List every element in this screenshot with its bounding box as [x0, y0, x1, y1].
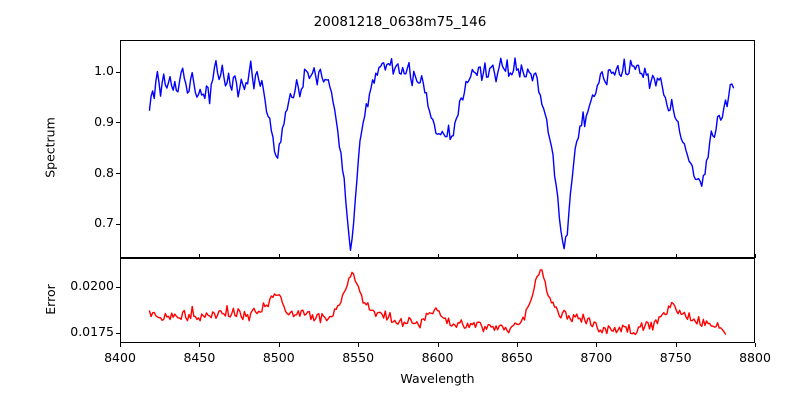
error-ytick-label: 0.0175: [70, 324, 114, 340]
x-tick: [199, 343, 201, 347]
spectrum-line-plot: [121, 41, 754, 257]
x-tick-inner: [755, 254, 757, 258]
x-tick-inner: [437, 254, 439, 258]
x-tick: [516, 343, 518, 347]
x-tick: [120, 343, 122, 347]
x-tick-label: 8750: [659, 350, 692, 365]
spectrum-ytick: [116, 71, 120, 73]
x-tick-label: 8500: [262, 350, 295, 365]
x-tick: [278, 343, 280, 347]
x-tick: [755, 343, 757, 347]
error-line-plot: [121, 259, 754, 342]
x-tick-inner: [516, 254, 518, 258]
spectrum-ytick-label: 1.0: [94, 63, 114, 79]
x-tick-inner: [596, 254, 598, 258]
x-tick-label: 8400: [104, 350, 136, 365]
x-tick-label: 8700: [580, 350, 613, 365]
spectrum-panel: [120, 40, 755, 258]
error-ytick-label: 0.0200: [70, 278, 114, 294]
x-tick-inner: [358, 254, 360, 258]
x-tick-label: 8450: [183, 350, 216, 365]
spectrum-ytick: [116, 122, 120, 124]
x-tick: [437, 343, 439, 347]
spectrum-ytick: [116, 173, 120, 175]
x-tick-label: 8650: [500, 350, 533, 365]
x-tick-label: 8550: [342, 350, 375, 365]
spectrum-trace: [149, 58, 733, 250]
x-tick-inner: [120, 254, 122, 258]
x-tick-inner: [675, 254, 677, 258]
spectrum-ytick-label: 0.7: [94, 215, 114, 231]
x-tick: [358, 343, 360, 347]
x-tick-inner: [278, 254, 280, 258]
x-tick-label: 8600: [421, 350, 454, 365]
error-ytick: [116, 332, 120, 334]
x-tick-label: 8800: [739, 350, 771, 365]
error-trace: [149, 270, 725, 335]
spectrum-ytick-label: 0.9: [94, 113, 114, 129]
spectrum-ytick: [116, 223, 120, 225]
spectrum-ytick-label: 0.8: [94, 164, 114, 180]
error-panel: [120, 258, 755, 343]
x-axis-label: Wavelength: [400, 371, 475, 386]
x-tick-inner: [199, 254, 201, 258]
error-ytick: [116, 286, 120, 288]
figure-title: 20081218_0638m75_146: [313, 14, 487, 30]
x-tick: [675, 343, 677, 347]
x-tick: [596, 343, 598, 347]
